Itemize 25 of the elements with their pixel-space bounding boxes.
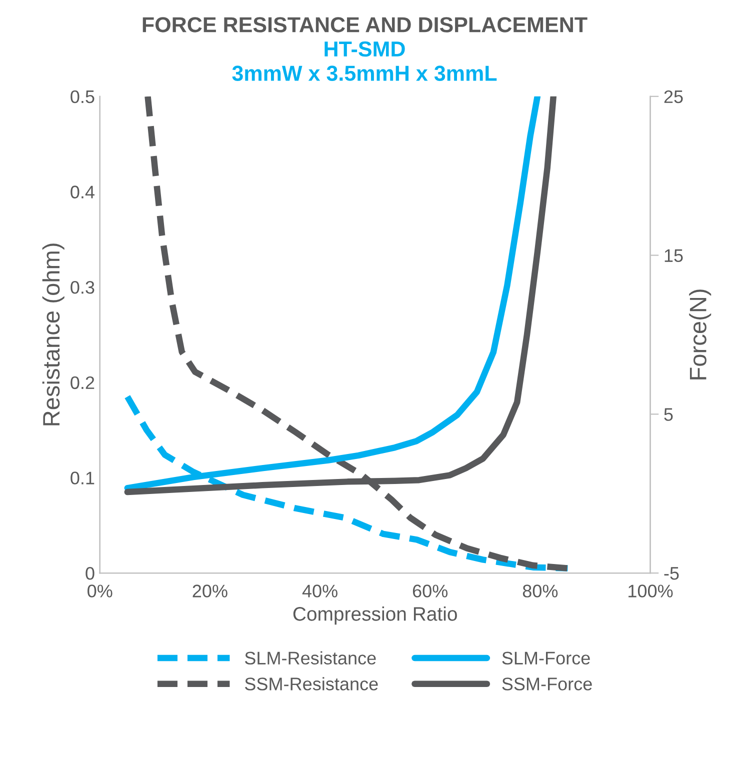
x-tick-label: 100% [628,584,673,598]
y2-tick-label: 15 [664,249,683,262]
y2-tick-label: 25 [664,90,683,104]
y2-axis-title: Force(N) [689,290,712,380]
y-tick-label: 0.3 [70,280,94,294]
y2-tick-label: -5 [664,567,679,580]
y-tick-label: 0.1 [70,472,94,484]
y-axis-title: Resistance (ohm) [42,244,64,426]
chart-title: FORCE RESISTANCE AND DISPLACEMENT [142,17,588,32]
x-tick-label: 40% [302,584,338,598]
x-axis-title: Compression Ratio [293,606,457,625]
chart-subtitle: HT-SMD 3mmW x 3.5mmH x 3mmL [232,41,497,81]
x-tick-label: 60% [412,584,448,598]
y2-tick-label: 5 [664,408,673,421]
y-tick-label: 0.5 [70,90,94,104]
y-tick-label: 0.2 [70,376,94,390]
x-tick-label: 0% [88,584,112,598]
legend-label: SSM-Force [502,678,592,690]
legend-label: SLM-Resistance [244,651,376,665]
legend-label: SSM-Resistance [244,677,378,690]
y-tick-label: 0.4 [70,186,94,198]
y-tick-label: 0 [86,566,94,580]
x-tick-label: 80% [522,584,558,598]
legend-label: SLM-Force [502,652,590,665]
x-tick-label: 20% [192,584,228,598]
